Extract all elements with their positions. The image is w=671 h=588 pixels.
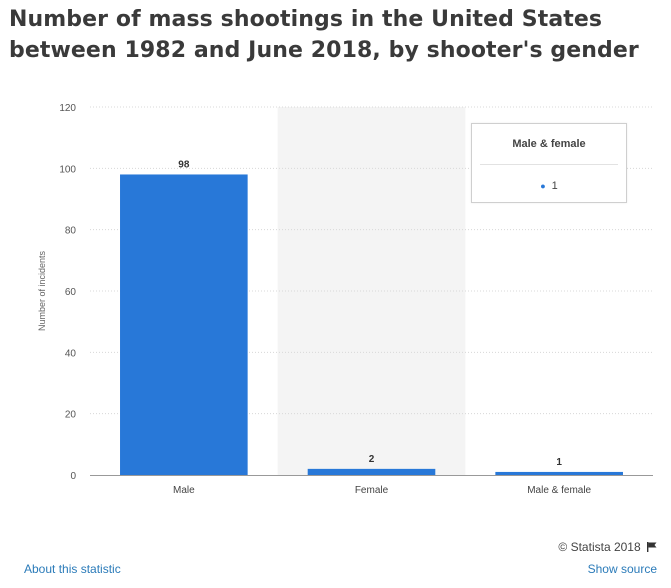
bar xyxy=(495,471,623,475)
highlight-band xyxy=(277,107,466,475)
copyright-text: © Statista 2018 xyxy=(558,540,641,554)
chart-title: Number of mass shootings in the United S… xyxy=(9,7,639,63)
y-tick-label: 80 xyxy=(65,226,77,237)
show-source-link[interactable]: Show source xyxy=(587,562,657,576)
data-label: 98 xyxy=(178,159,190,170)
x-tick-label: Male xyxy=(173,485,195,496)
data-label: 1 xyxy=(556,457,562,468)
y-tick-label: 60 xyxy=(65,287,77,298)
x-tick-label: Female xyxy=(355,485,389,496)
y-tick-label: 20 xyxy=(65,410,77,421)
y-tick-label: 40 xyxy=(65,348,77,359)
about-statistic-link[interactable]: About this statistic xyxy=(24,562,121,576)
y-axis-title: Number of incidents xyxy=(37,250,47,331)
y-tick-label: 0 xyxy=(70,471,76,482)
bar xyxy=(120,174,248,475)
series-dot-icon: ● xyxy=(540,181,546,191)
bar xyxy=(307,468,436,475)
data-label: 2 xyxy=(369,454,375,465)
copyright-notice: © Statista 2018 xyxy=(558,540,657,554)
x-tick-label: Male & female xyxy=(527,485,591,496)
y-tick-label: 100 xyxy=(59,164,76,175)
chart-tooltip: Male & female ● 1 xyxy=(471,123,627,203)
tooltip-value: 1 xyxy=(551,180,558,192)
tooltip-divider xyxy=(480,164,618,165)
y-tick-label: 120 xyxy=(59,103,76,114)
tooltip-title: Male & female xyxy=(512,138,586,150)
flag-icon[interactable] xyxy=(647,542,657,552)
tooltip-value-row: ● 1 xyxy=(472,180,626,192)
